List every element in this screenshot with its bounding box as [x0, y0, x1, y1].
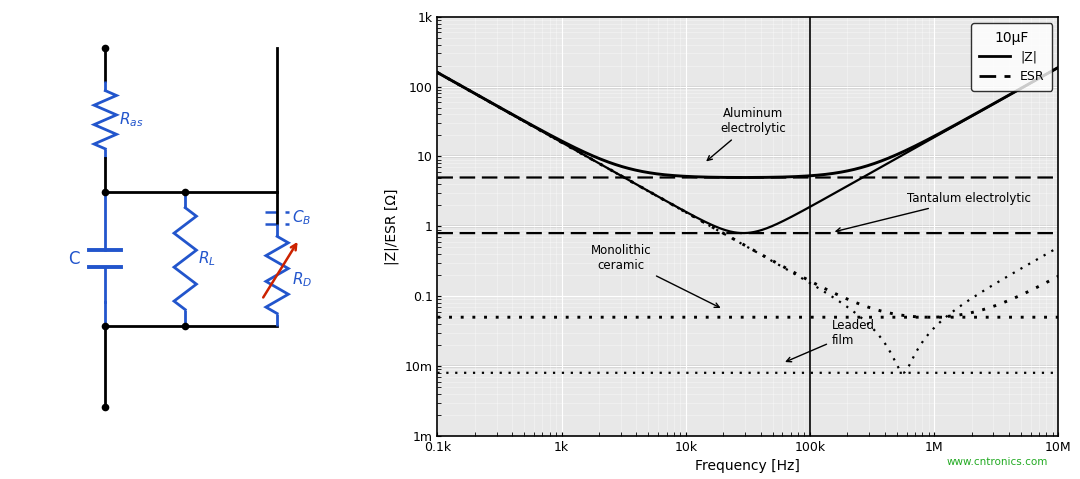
- Text: $R_D$: $R_D$: [293, 270, 312, 289]
- Legend: |Z|, ESR: |Z|, ESR: [971, 23, 1052, 91]
- Text: Aluminum
electrolytic: Aluminum electrolytic: [707, 107, 786, 160]
- X-axis label: Frequency [Hz]: Frequency [Hz]: [696, 459, 800, 473]
- Text: $R_{as}$: $R_{as}$: [119, 110, 144, 129]
- Text: $R_L$: $R_L$: [198, 249, 216, 268]
- Text: C: C: [68, 250, 79, 268]
- Text: www.cntronics.com: www.cntronics.com: [946, 457, 1048, 467]
- Text: Monolithic
ceramic: Monolithic ceramic: [591, 244, 719, 308]
- Y-axis label: |Z|/ESR [Ω]: |Z|/ESR [Ω]: [384, 188, 399, 264]
- Text: $C_B$: $C_B$: [293, 208, 312, 228]
- Text: Leaded
film: Leaded film: [786, 319, 875, 362]
- Text: Tantalum electrolytic: Tantalum electrolytic: [836, 192, 1030, 232]
